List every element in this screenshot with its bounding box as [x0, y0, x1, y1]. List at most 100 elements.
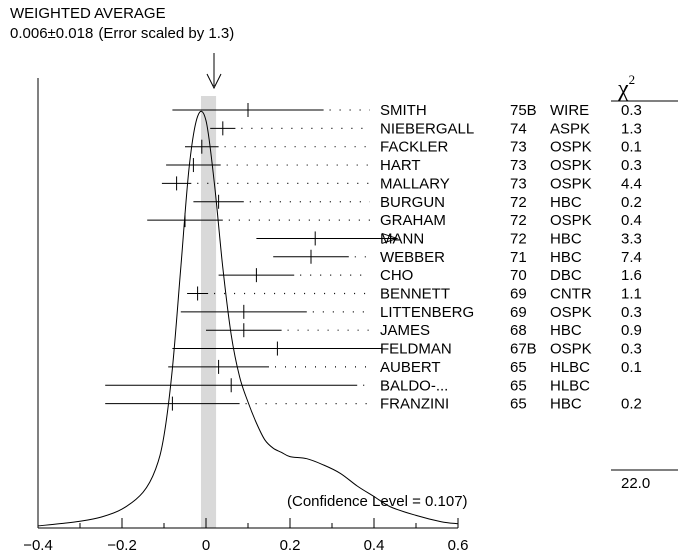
header-value-line: 0.006±0.018 (Error scaled by 1.3)	[10, 25, 234, 42]
chi2-value: 0.1	[621, 359, 642, 376]
author-label: MALLARY	[380, 175, 450, 192]
header-value: 0.006	[10, 25, 48, 42]
x-tick-label: −0.4	[23, 537, 53, 554]
author-label: BENNETT	[380, 286, 450, 303]
measurement-row-1: NIEBERGALL 74 ASPK 1.3	[210, 120, 642, 137]
measurement-row-5: BURGUN 72 HBC 0.2	[193, 194, 642, 211]
author-label: CHO	[380, 267, 413, 284]
chi2-symbol: χ	[617, 76, 629, 102]
year-label: 71	[510, 249, 527, 266]
technique-label: HBC	[550, 396, 582, 413]
technique-label: OSPK	[550, 341, 592, 358]
chi2-value: 0.3	[621, 157, 642, 174]
technique-label: CNTR	[550, 286, 592, 303]
technique-label: HBC	[550, 249, 582, 266]
measurement-row-16: FRANZINI 65 HBC 0.2	[105, 396, 642, 413]
header-pm: ±	[48, 25, 56, 42]
measurement-rows: SMITH 75B WIRE 0.3 NIEBERGALL 74 ASPK 1.3 FACKLE…	[105, 102, 642, 413]
author-label: JAMES	[380, 322, 430, 339]
author-label: GRAHAM	[380, 212, 446, 229]
technique-label: HBC	[550, 194, 582, 211]
author-label: FELDMAN	[380, 341, 452, 358]
author-label: MANN	[380, 230, 424, 247]
chi2-header: χ2	[617, 72, 635, 102]
year-label: 65	[510, 359, 527, 376]
year-label: 73	[510, 157, 527, 174]
technique-label: ASPK	[550, 120, 590, 137]
chi2-value: 0.3	[621, 102, 642, 119]
measurement-row-7: MANN 72 HBC 3.3	[256, 230, 642, 247]
measurement-row-12: JAMES 68 HBC 0.9	[206, 322, 642, 339]
author-label: LITTENBERG	[380, 304, 474, 321]
year-label: 69	[510, 304, 527, 321]
technique-label: HLBC	[550, 377, 590, 394]
chi2-value: 0.4	[621, 212, 642, 229]
x-tick-label: 0.4	[364, 537, 385, 554]
measurement-row-14: AUBERT 65 HLBC 0.1	[168, 359, 642, 376]
x-tick-label: −0.2	[107, 537, 137, 554]
x-tick-label: 0.6	[448, 537, 469, 554]
measurement-row-9: CHO 70 DBC 1.6	[218, 267, 642, 284]
year-label: 74	[510, 120, 527, 137]
technique-label: WIRE	[550, 102, 589, 119]
technique-label: HBC	[550, 230, 582, 247]
author-label: FRANZINI	[380, 396, 449, 413]
measurement-row-13: FELDMAN 67B OSPK 0.3	[172, 341, 642, 358]
author-label: WEBBER	[380, 249, 445, 266]
author-label: BALDO-...	[380, 377, 448, 394]
chi2-value: 0.1	[621, 139, 642, 156]
author-label: AUBERT	[380, 359, 441, 376]
year-label: 67B	[510, 341, 537, 358]
year-label: 75B	[510, 102, 537, 119]
x-tick-label: 0.2	[280, 537, 301, 554]
technique-label: OSPK	[550, 157, 592, 174]
year-label: 73	[510, 175, 527, 192]
chi2-value: 0.2	[621, 396, 642, 413]
measurement-row-15: BALDO-... 65 HLBC	[105, 377, 590, 394]
technique-label: OSPK	[550, 304, 592, 321]
year-label: 72	[510, 212, 527, 229]
author-label: SMITH	[380, 102, 427, 119]
technique-label: OSPK	[550, 175, 592, 192]
measurement-row-3: HART 73 OSPK 0.3	[166, 157, 642, 174]
author-label: BURGUN	[380, 194, 445, 211]
author-label: HART	[380, 157, 421, 174]
year-label: 70	[510, 267, 527, 284]
x-axis-ticks: −0.4 −0.2 0 0.2 0.4 0.6	[23, 518, 468, 554]
year-label: 68	[510, 322, 527, 339]
year-label: 72	[510, 194, 527, 211]
author-label: NIEBERGALL	[380, 120, 474, 137]
author-label: FACKLER	[380, 139, 449, 156]
chi2-value: 0.3	[621, 304, 642, 321]
average-pointer-arrowhead	[206, 73, 222, 90]
measurement-row-2: FACKLER 73 OSPK 0.1	[185, 139, 642, 156]
measurement-row-8: WEBBER 71 HBC 7.4	[273, 249, 642, 266]
technique-label: HBC	[550, 322, 582, 339]
year-label: 72	[510, 230, 527, 247]
header-title: WEIGHTED AVERAGE	[10, 5, 166, 22]
technique-label: HLBC	[550, 359, 590, 376]
chi2-value: 0.2	[621, 194, 642, 211]
x-tick-label: 0	[202, 537, 210, 554]
technique-label: DBC	[550, 267, 582, 284]
chi2-value: 1.6	[621, 267, 642, 284]
chi2-value: 4.4	[621, 175, 642, 192]
chi2-superscript: 2	[629, 72, 636, 87]
header-note: (Error scaled by 1.3)	[98, 25, 234, 42]
chi2-value: 7.4	[621, 249, 642, 266]
chi2-value: 0.3	[621, 341, 642, 358]
chi2-value: 1.3	[621, 120, 642, 137]
technique-label: OSPK	[550, 212, 592, 229]
chi2-value: 0.9	[621, 322, 642, 339]
measurement-row-11: LITTENBERG 69 OSPK 0.3	[180, 304, 642, 321]
error-bar-arrow	[381, 232, 399, 244]
chi2-value: 1.1	[621, 286, 642, 303]
measurement-row-0: SMITH 75B WIRE 0.3	[172, 102, 642, 119]
chi2-value: 3.3	[621, 230, 642, 247]
header-error: 0.018	[56, 25, 94, 42]
chi2-total: 22.0	[621, 475, 650, 492]
year-label: 69	[510, 286, 527, 303]
technique-label: OSPK	[550, 139, 592, 156]
measurement-row-10: BENNETT 69 CNTR 1.1	[187, 286, 642, 303]
